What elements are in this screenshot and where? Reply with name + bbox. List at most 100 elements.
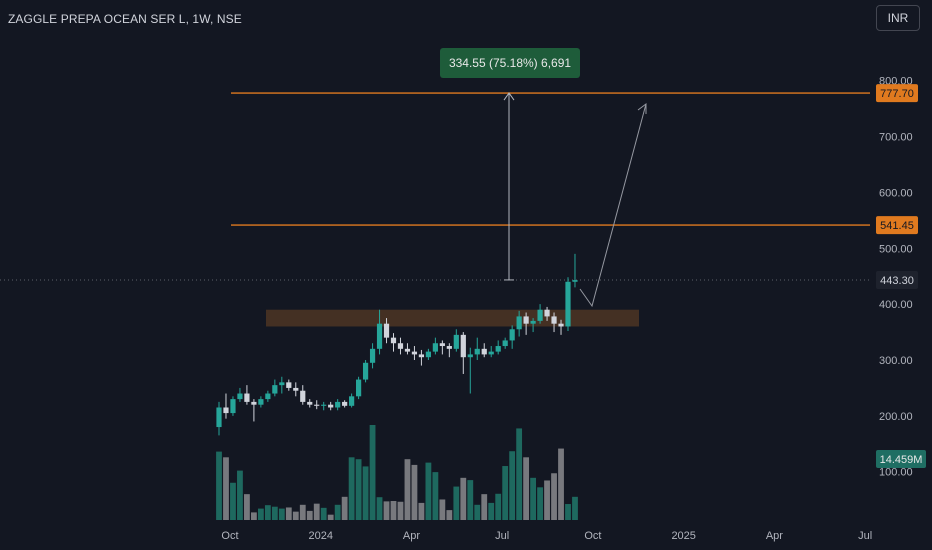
candle-body (516, 316, 522, 330)
price-levels (0, 92, 870, 281)
chart-title: ZAGGLE PREPA OCEAN SER L, 1W, NSE (8, 12, 242, 26)
candle-body (418, 354, 425, 358)
volume-bar (257, 508, 264, 520)
y-tick-label: 700.00 (879, 132, 913, 144)
x-tick-label: Apr (766, 530, 783, 542)
candle-body (460, 334, 466, 358)
last-price-badge: 443.30 (880, 275, 914, 287)
y-tick-label: 300.00 (879, 355, 913, 367)
x-tick-label: Jul (495, 530, 509, 542)
candle-body (565, 281, 571, 327)
candle-body (272, 385, 278, 394)
volume-bar (474, 504, 481, 520)
y-tick-label: 600.00 (879, 187, 913, 199)
volume-bars (216, 425, 578, 520)
volume-bar (460, 477, 467, 520)
x-tick-label: 2024 (308, 530, 332, 542)
candle-body (432, 343, 438, 352)
candle-body (216, 407, 222, 428)
volume-bar (306, 510, 313, 520)
volume-bar (446, 510, 453, 520)
y-axis: 100.00 200.00 300.00 400.00 500.00 600.00 700.… (879, 76, 913, 479)
projection-path (579, 103, 647, 308)
candle-body (349, 396, 355, 406)
support-zone (266, 309, 639, 327)
candle-body (342, 401, 348, 406)
candle-body (404, 348, 411, 352)
volume-bar (362, 466, 369, 520)
volume-bar (516, 428, 523, 520)
x-tick-label: Jul (858, 530, 872, 542)
volume-bar (495, 493, 502, 520)
candle-body (474, 348, 480, 355)
volume-bar (488, 502, 495, 520)
measure-label-box (440, 48, 580, 78)
volume-bar (334, 504, 341, 520)
volume-bar (216, 451, 222, 520)
volume-bar (341, 496, 348, 520)
candle-body (314, 404, 320, 406)
volume-bar (376, 497, 383, 520)
x-axis: Oct 2024 Apr Jul Oct 2025 Apr Jul (221, 530, 872, 542)
volume-badge-bg (876, 450, 926, 468)
volume-bar (411, 464, 418, 520)
candle-body (244, 393, 250, 402)
volume-bar (223, 457, 229, 520)
candle-body (279, 382, 285, 386)
candle-body (251, 401, 257, 405)
candle-body (488, 351, 494, 355)
currency-selector[interactable]: INR (876, 5, 920, 31)
candles (216, 253, 578, 436)
y-tick-label: 100.00 (879, 467, 913, 479)
candle-body (502, 340, 508, 347)
volume-bar (313, 503, 320, 520)
candle-body (411, 351, 418, 355)
level-badge-bg (876, 84, 918, 103)
candle-body (335, 401, 341, 408)
volume-bar (558, 448, 564, 520)
volume-bar (285, 507, 292, 520)
candle-body (551, 316, 557, 324)
x-tick-label: Apr (403, 530, 420, 542)
volume-bar (551, 473, 557, 520)
level-badge-bg (876, 216, 918, 235)
volume-bar (509, 451, 516, 520)
volume-bar (237, 470, 243, 520)
candle-body (328, 404, 334, 408)
volume-bar (348, 457, 355, 520)
x-tick-label: Oct (584, 530, 601, 542)
zone-rect (266, 309, 639, 327)
candle-body (558, 323, 564, 327)
volume-bar (271, 506, 278, 520)
volume-bar (230, 482, 236, 520)
volume-bar (383, 501, 390, 520)
candle-body (530, 320, 536, 324)
candle-body (265, 393, 271, 400)
candle-body (300, 390, 306, 402)
candle-body (223, 407, 229, 414)
y-tick-label: 400.00 (879, 299, 913, 311)
candle-body (230, 399, 236, 414)
volume-bar (453, 486, 460, 520)
volume-bar (418, 502, 425, 520)
volume-bar (502, 466, 509, 520)
candle-body (376, 323, 383, 349)
candle-body (467, 354, 473, 358)
candle-body (362, 362, 369, 380)
volume-bar (264, 505, 271, 520)
volume-bar (355, 459, 362, 520)
candle-body (258, 399, 264, 405)
volume-bar (278, 508, 285, 520)
volume-bar (537, 487, 543, 520)
candle-body (397, 343, 404, 349)
candle-body (356, 379, 362, 397)
volume-bar (530, 477, 536, 520)
volume-bar (397, 501, 404, 520)
volume-bar (481, 494, 488, 520)
candle-body (453, 334, 459, 349)
candle-body (544, 309, 550, 317)
candle-body (425, 351, 431, 358)
candle-body (439, 343, 445, 347)
candle-body (509, 329, 515, 341)
